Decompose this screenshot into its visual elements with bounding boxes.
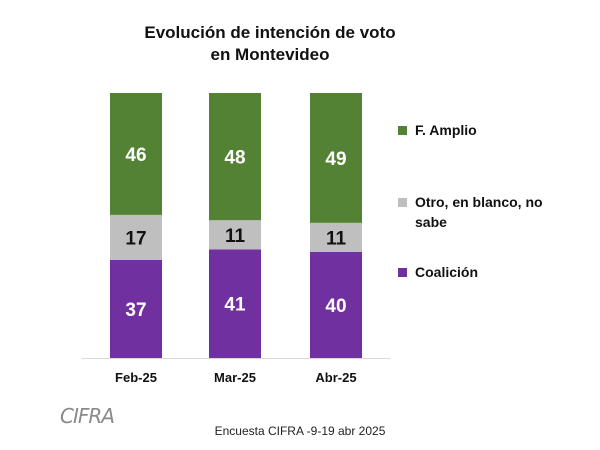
legend-item-otro: Otro, en blanco, no sabe — [398, 192, 548, 232]
bar-segment — [110, 93, 162, 215]
bar-segment — [110, 214, 162, 260]
data-label: 17 — [125, 228, 146, 249]
legend-swatch-otro — [398, 198, 407, 207]
bar-segment — [209, 220, 261, 250]
legend-item-coalicion: Coalición — [398, 262, 478, 282]
data-label: 40 — [325, 296, 346, 317]
bar-segment — [310, 252, 362, 358]
source-note: Encuesta CIFRA -9-19 abr 2025 — [214, 424, 386, 438]
data-label: 41 — [224, 295, 246, 316]
data-label: 46 — [125, 145, 146, 166]
bar-segment — [209, 249, 261, 358]
legend-swatch-coalicion — [398, 268, 407, 277]
x-tick-label: Mar-25 — [214, 370, 256, 385]
cifra-logo: CIFRA — [60, 404, 115, 428]
data-label: 49 — [325, 149, 346, 170]
chart-title: Evolución de intención de voto en Montev… — [0, 22, 540, 66]
bar-segment — [110, 259, 162, 358]
legend-label-f-amplio: F. Amplio — [415, 122, 477, 138]
chart-title-line-2: en Montevideo — [210, 45, 330, 64]
data-label: 48 — [224, 148, 245, 169]
legend-label-coalicion: Coalición — [415, 264, 479, 280]
bar-segment — [310, 222, 362, 252]
bar-segment — [209, 93, 261, 221]
legend-item-f-amplio: F. Amplio — [398, 120, 477, 140]
x-tick-label: Abr-25 — [315, 370, 356, 385]
chart-title-line-1: Evolución de intención de voto — [144, 23, 396, 42]
data-label: 11 — [225, 226, 246, 247]
data-label: 37 — [125, 300, 146, 321]
data-label: 11 — [326, 228, 347, 249]
bar-segment — [310, 93, 362, 223]
legend-swatch-f-amplio — [398, 126, 407, 135]
x-tick-label: Feb-25 — [115, 370, 157, 385]
legend-label-otro: Otro, en blanco, no sabe — [415, 194, 543, 230]
